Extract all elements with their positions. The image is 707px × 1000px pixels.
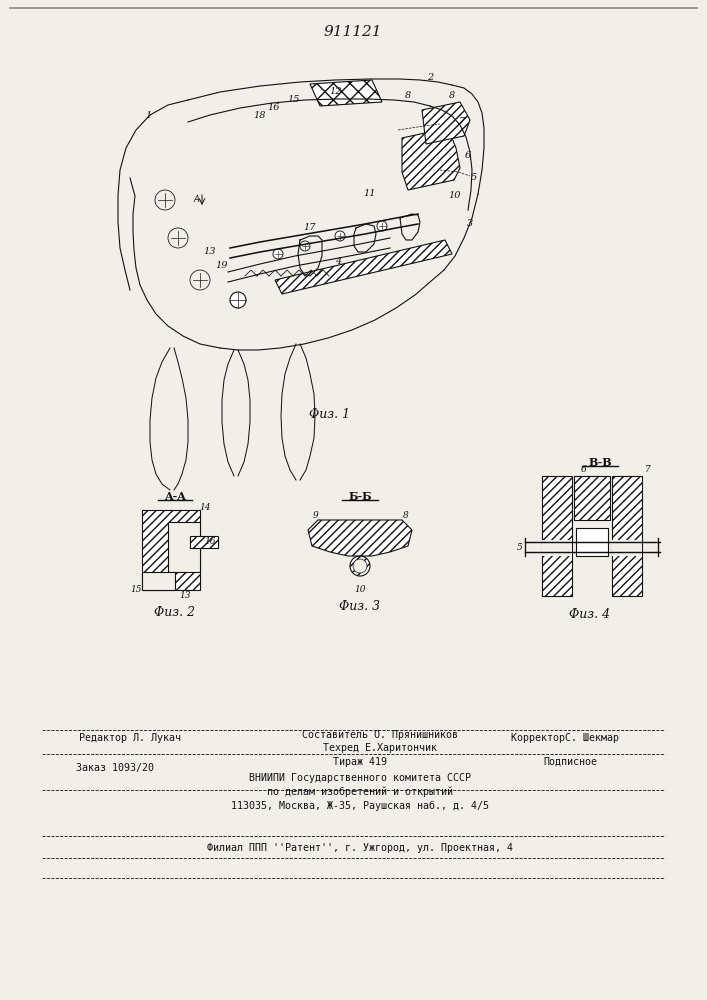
Circle shape bbox=[273, 249, 283, 259]
Text: 19: 19 bbox=[216, 261, 228, 270]
Text: 13: 13 bbox=[204, 247, 216, 256]
Text: Φиз. 3: Φиз. 3 bbox=[339, 599, 380, 612]
Text: 6: 6 bbox=[581, 466, 587, 475]
Text: Заказ 1093/20: Заказ 1093/20 bbox=[76, 763, 154, 773]
Text: 7: 7 bbox=[645, 466, 651, 475]
Text: Техред Е.Харитончик: Техред Е.Харитончик bbox=[323, 743, 437, 753]
Text: Б-Б: Б-Б bbox=[348, 490, 372, 502]
Text: Составитель О. Прянишников: Составитель О. Прянишников bbox=[302, 730, 458, 740]
Text: B-B: B-B bbox=[588, 456, 612, 468]
Text: A: A bbox=[193, 196, 199, 205]
Text: по делам изобретений и открытий: по делам изобретений и открытий bbox=[267, 787, 453, 797]
Polygon shape bbox=[168, 522, 200, 572]
Circle shape bbox=[230, 292, 246, 308]
Text: 8: 8 bbox=[449, 92, 455, 101]
Text: 1: 1 bbox=[145, 110, 151, 119]
Text: ВНИИПИ Государственного комитета СССР: ВНИИПИ Государственного комитета СССР bbox=[249, 773, 471, 783]
Text: 11: 11 bbox=[363, 190, 376, 198]
Polygon shape bbox=[542, 540, 572, 556]
Polygon shape bbox=[402, 128, 460, 190]
Text: 12: 12 bbox=[329, 88, 342, 97]
Text: Тираж 419: Тираж 419 bbox=[333, 757, 387, 767]
Polygon shape bbox=[142, 510, 200, 590]
Polygon shape bbox=[190, 536, 218, 548]
Text: 5: 5 bbox=[471, 174, 477, 182]
Polygon shape bbox=[275, 240, 452, 294]
Text: 16: 16 bbox=[268, 104, 280, 112]
Polygon shape bbox=[574, 476, 610, 520]
Text: 18: 18 bbox=[254, 111, 267, 120]
Polygon shape bbox=[576, 528, 608, 556]
Text: Φиз. 2: Φиз. 2 bbox=[154, 605, 196, 618]
Circle shape bbox=[335, 231, 345, 241]
Circle shape bbox=[353, 559, 367, 573]
Text: 5: 5 bbox=[517, 542, 523, 552]
Text: 15: 15 bbox=[130, 585, 141, 594]
Circle shape bbox=[300, 241, 310, 251]
Text: 13: 13 bbox=[180, 591, 191, 600]
Text: 2: 2 bbox=[427, 74, 433, 83]
Text: 14: 14 bbox=[199, 504, 211, 512]
Text: КорректорС. Шекмар: КорректорС. Шекмар bbox=[511, 733, 619, 743]
Text: 10: 10 bbox=[449, 192, 461, 200]
Text: 9: 9 bbox=[313, 512, 319, 520]
Polygon shape bbox=[310, 80, 382, 106]
Text: 8: 8 bbox=[405, 92, 411, 101]
Text: 10: 10 bbox=[354, 585, 366, 594]
Text: 3: 3 bbox=[467, 220, 473, 229]
Text: Подписное: Подписное bbox=[543, 757, 597, 767]
Text: 113035, Москва, Ж-35, Раушская наб., д. 4/5: 113035, Москва, Ж-35, Раушская наб., д. … bbox=[231, 801, 489, 811]
Polygon shape bbox=[142, 572, 175, 590]
Text: 911121: 911121 bbox=[324, 25, 382, 39]
Text: Φиз. 1: Φиз. 1 bbox=[310, 408, 351, 422]
Text: 6: 6 bbox=[465, 151, 471, 160]
Text: 15: 15 bbox=[288, 96, 300, 104]
Text: 8: 8 bbox=[403, 512, 409, 520]
Text: Φиз. 4: Φиз. 4 bbox=[569, 607, 611, 620]
Text: 7: 7 bbox=[459, 117, 465, 126]
Polygon shape bbox=[308, 520, 412, 556]
Text: 16: 16 bbox=[204, 538, 216, 546]
Text: A-A: A-A bbox=[164, 490, 186, 502]
Polygon shape bbox=[612, 540, 642, 556]
Text: Редактор Л. Лукач: Редактор Л. Лукач bbox=[79, 733, 181, 743]
Text: 4: 4 bbox=[335, 257, 341, 266]
Text: Филиал ППП ''Pатент'', г. Ужгород, ул. Проектная, 4: Филиал ППП ''Pатент'', г. Ужгород, ул. П… bbox=[207, 843, 513, 853]
Circle shape bbox=[377, 221, 387, 231]
Polygon shape bbox=[612, 476, 642, 596]
Text: 17: 17 bbox=[304, 224, 316, 232]
Circle shape bbox=[350, 556, 370, 576]
Polygon shape bbox=[422, 102, 470, 144]
Polygon shape bbox=[542, 476, 572, 596]
